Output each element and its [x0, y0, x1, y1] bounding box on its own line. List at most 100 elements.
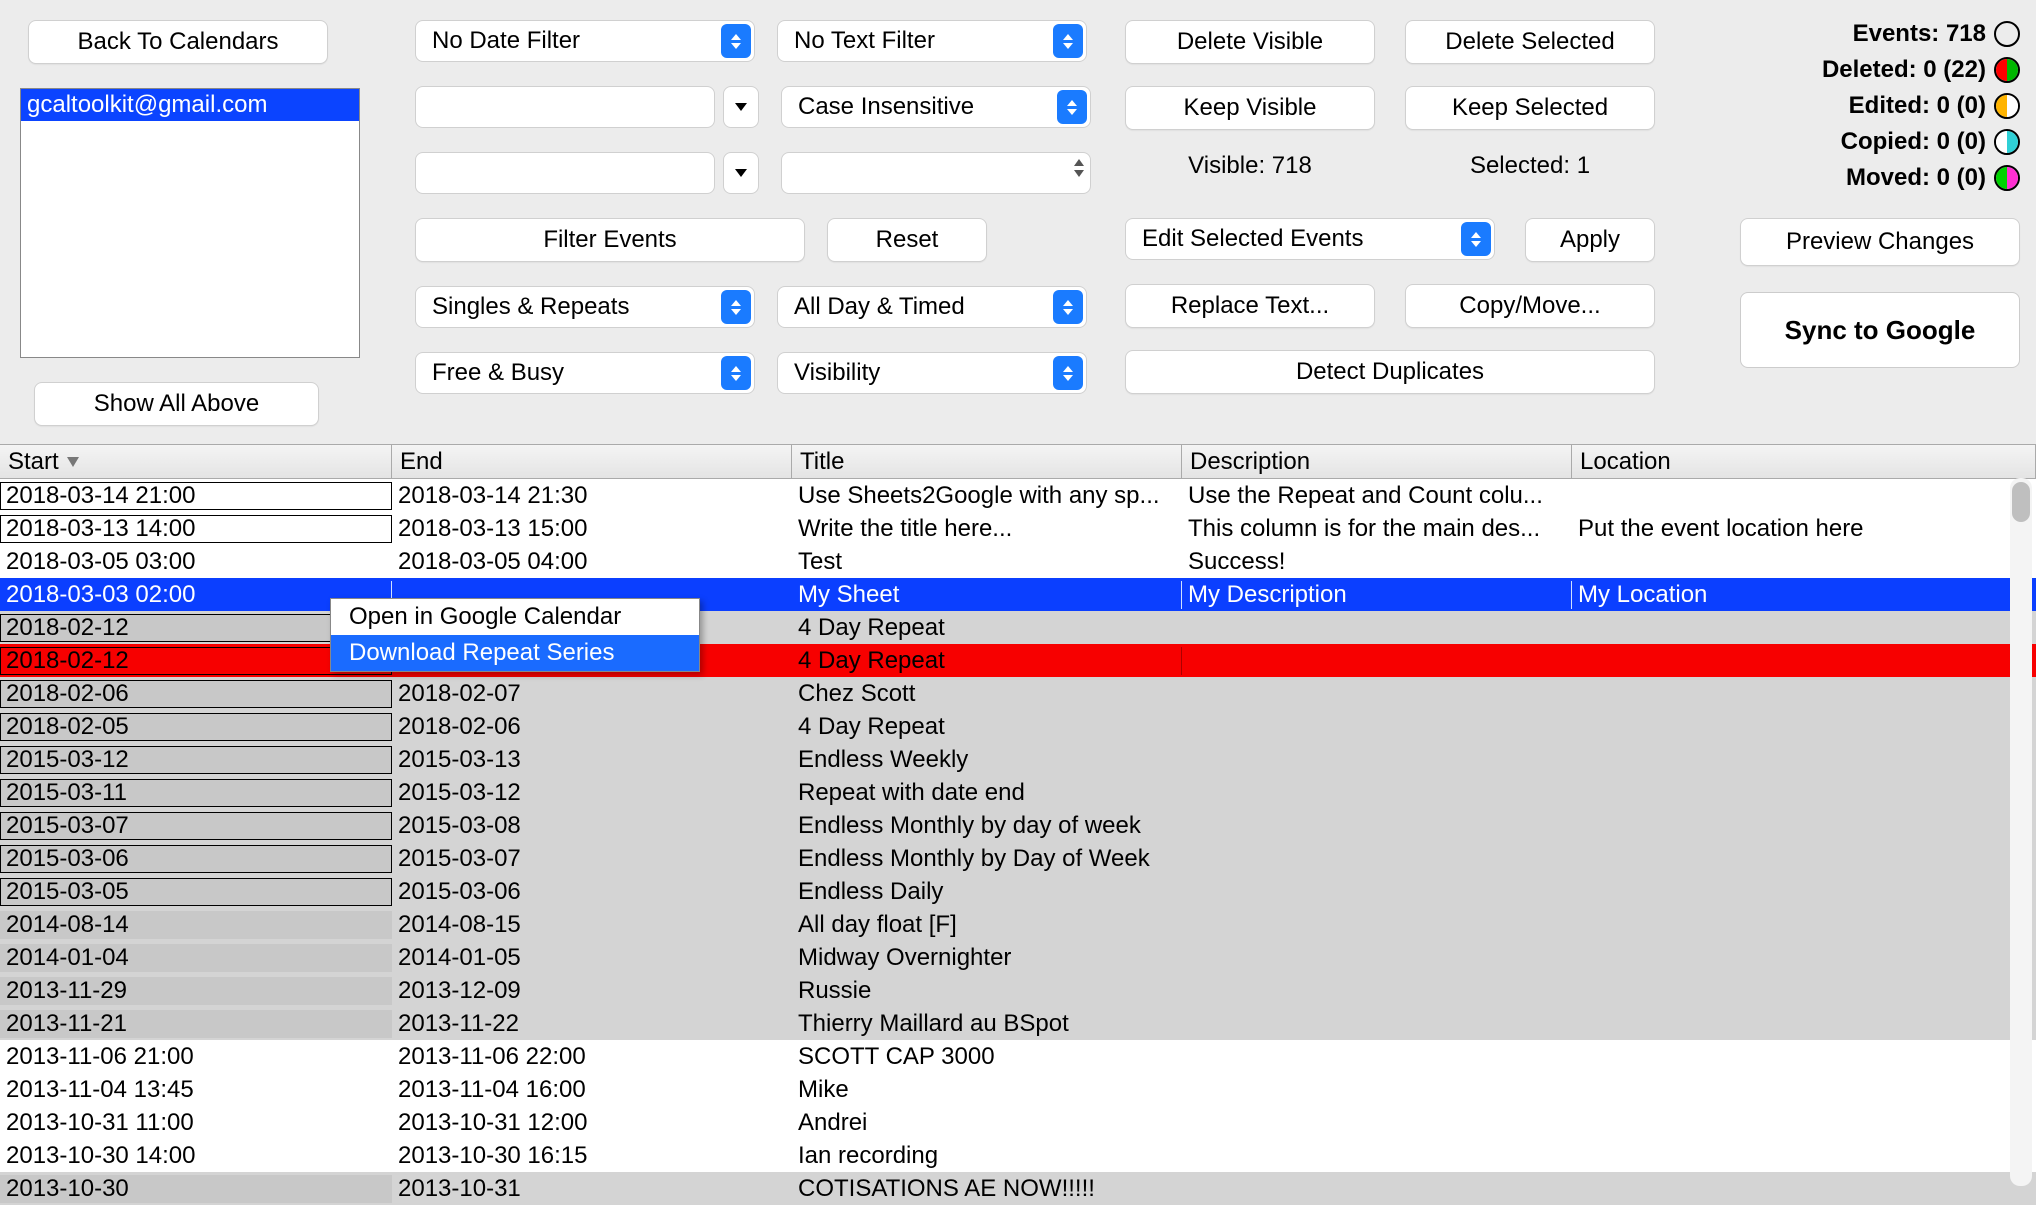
- table-row[interactable]: 2013-10-302013-10-31COTISATIONS AE NOW!!…: [0, 1172, 2036, 1205]
- table-row[interactable]: 2018-03-03 02:00My SheetMy DescriptionMy…: [0, 578, 2036, 611]
- cell-end: 2018-02-07: [392, 680, 792, 708]
- table-row[interactable]: 2014-08-142014-08-15All day float [F]: [0, 908, 2036, 941]
- table-row[interactable]: 2015-03-072015-03-08Endless Monthly by d…: [0, 809, 2036, 842]
- table-row[interactable]: 2015-03-122015-03-13Endless Weekly: [0, 743, 2036, 776]
- account-listbox[interactable]: gcaltoolkit@gmail.com: [20, 88, 360, 358]
- replace-text-button[interactable]: Replace Text...: [1125, 284, 1375, 328]
- chevron-down-icon: [735, 169, 747, 177]
- filter-input-2[interactable]: [415, 152, 715, 194]
- edited-count-label: Edited: 0 (0): [1849, 92, 1986, 120]
- copy-move-button[interactable]: Copy/Move...: [1405, 284, 1655, 328]
- table-row[interactable]: 2018-02-124 Day Repeat: [0, 611, 2036, 644]
- table-row[interactable]: 2018-02-124 Day Repeat: [0, 644, 2036, 677]
- column-header-start[interactable]: Start: [0, 445, 392, 478]
- table-row[interactable]: 2013-11-04 13:452013-11-04 16:00Mike: [0, 1073, 2036, 1106]
- column-header-end[interactable]: End: [392, 445, 792, 478]
- cell-title: Endless Weekly: [792, 746, 1182, 774]
- back-to-calendars-button[interactable]: Back To Calendars: [28, 20, 328, 64]
- date-filter-select[interactable]: No Date Filter: [415, 20, 755, 62]
- table-row[interactable]: 2018-02-052018-02-064 Day Repeat: [0, 710, 2036, 743]
- cell-start: 2013-11-21: [0, 1010, 392, 1038]
- apply-button[interactable]: Apply: [1525, 218, 1655, 262]
- edit-selected-select[interactable]: Edit Selected Events: [1125, 218, 1495, 262]
- table-row[interactable]: 2018-02-062018-02-07Chez Scott: [0, 677, 2036, 710]
- cell-start: 2018-02-06: [0, 680, 392, 708]
- detect-duplicates-button[interactable]: Detect Duplicates: [1125, 350, 1655, 394]
- filter-input-1-dropdown[interactable]: [723, 86, 759, 128]
- cell-title: Andrei: [792, 1109, 1182, 1137]
- cell-title: Write the title here...: [792, 515, 1182, 543]
- table-row[interactable]: 2015-03-052015-03-06Endless Daily: [0, 875, 2036, 908]
- account-email[interactable]: gcaltoolkit@gmail.com: [21, 89, 359, 121]
- chevrons-icon: [1053, 24, 1083, 58]
- table-row[interactable]: 2015-03-112015-03-12Repeat with date end: [0, 776, 2036, 809]
- reset-button[interactable]: Reset: [827, 218, 987, 262]
- context-open-in-gcal[interactable]: Open in Google Calendar: [331, 599, 699, 635]
- table-row[interactable]: 2018-03-05 03:002018-03-05 04:00TestSucc…: [0, 545, 2036, 578]
- cell-end: 2015-03-08: [392, 812, 792, 840]
- visibility-value: Visibility: [794, 359, 880, 387]
- cell-title: Midway Overnighter: [792, 944, 1182, 972]
- date-filter-value: No Date Filter: [432, 27, 580, 55]
- table-row[interactable]: 2013-11-292013-12-09Russie: [0, 974, 2036, 1007]
- cell-end: 2018-03-05 04:00: [392, 548, 792, 576]
- context-download-repeat-series[interactable]: Download Repeat Series: [331, 635, 699, 671]
- cell-start: 2015-03-05: [0, 878, 392, 906]
- edit-selected-value: Edit Selected Events: [1142, 225, 1363, 253]
- keep-selected-button[interactable]: Keep Selected: [1405, 86, 1655, 130]
- column-header-description[interactable]: Description: [1182, 445, 1572, 478]
- table-row[interactable]: 2013-11-06 21:002013-11-06 22:00SCOTT CA…: [0, 1040, 2036, 1073]
- cell-start: 2015-03-11: [0, 779, 392, 807]
- table-row[interactable]: 2018-03-13 14:002018-03-13 15:00Write th…: [0, 512, 2036, 545]
- show-all-above-button[interactable]: Show All Above: [34, 382, 319, 426]
- column-header-location[interactable]: Location: [1572, 445, 2036, 478]
- delete-selected-button[interactable]: Delete Selected: [1405, 20, 1655, 64]
- cell-title: My Sheet: [792, 581, 1182, 609]
- table-row[interactable]: 2015-03-062015-03-07Endless Monthly by D…: [0, 842, 2036, 875]
- table-header-row: Start End Title Description Location: [0, 445, 2036, 479]
- cell-end: 2013-11-06 22:00: [392, 1043, 792, 1071]
- filter-input-1[interactable]: [415, 86, 715, 128]
- cell-title: Use Sheets2Google with any sp...: [792, 482, 1182, 510]
- allday-timed-select[interactable]: All Day & Timed: [777, 286, 1087, 328]
- table-row[interactable]: 2013-10-31 11:002013-10-31 12:00Andrei: [0, 1106, 2036, 1139]
- cell-description: This column is for the main des...: [1182, 515, 1572, 543]
- column-header-title[interactable]: Title: [792, 445, 1182, 478]
- preview-changes-button[interactable]: Preview Changes: [1740, 218, 2020, 266]
- free-busy-value: Free & Busy: [432, 359, 564, 387]
- sync-to-google-button[interactable]: Sync to Google: [1740, 292, 2020, 368]
- singles-repeats-select[interactable]: Singles & Repeats: [415, 286, 755, 328]
- numeric-input[interactable]: [781, 152, 1091, 194]
- vertical-scrollbar[interactable]: [2010, 478, 2032, 1186]
- filter-events-button[interactable]: Filter Events: [415, 218, 805, 262]
- cell-start: 2018-03-14 21:00: [0, 482, 392, 510]
- scrollbar-thumb[interactable]: [2012, 482, 2030, 522]
- delete-visible-button[interactable]: Delete Visible: [1125, 20, 1375, 64]
- filter-input-2-dropdown[interactable]: [723, 152, 759, 194]
- cell-location: My Location: [1572, 581, 2036, 609]
- cell-title: Mike: [792, 1076, 1182, 1104]
- table-row[interactable]: 2013-11-212013-11-22Thierry Maillard au …: [0, 1007, 2036, 1040]
- table-row[interactable]: 2014-01-042014-01-05Midway Overnighter: [0, 941, 2036, 974]
- cell-title: Thierry Maillard au BSpot: [792, 1010, 1182, 1038]
- cell-end: 2013-11-04 16:00: [392, 1076, 792, 1104]
- cell-title: Test: [792, 548, 1182, 576]
- text-filter-select[interactable]: No Text Filter: [777, 20, 1087, 62]
- visibility-select[interactable]: Visibility: [777, 352, 1087, 394]
- keep-visible-button[interactable]: Keep Visible: [1125, 86, 1375, 130]
- visible-count-label: Visible: 718: [1125, 152, 1375, 180]
- table-row[interactable]: 2018-03-14 21:002018-03-14 21:30Use Shee…: [0, 479, 2036, 512]
- cell-description: Use the Repeat and Count colu...: [1182, 482, 1572, 510]
- copied-count-label: Copied: 0 (0): [1841, 128, 1986, 156]
- events-table: Start End Title Description Location 201…: [0, 444, 2036, 1196]
- chevrons-icon: [721, 24, 751, 58]
- moved-status-icon: [1994, 165, 2020, 191]
- cell-end: 2015-03-06: [392, 878, 792, 906]
- table-row[interactable]: 2013-10-30 14:002013-10-30 16:15Ian reco…: [0, 1139, 2036, 1172]
- chevrons-icon: [1057, 90, 1087, 124]
- cell-description: My Description: [1182, 581, 1572, 609]
- cell-end: 2013-10-30 16:15: [392, 1142, 792, 1170]
- case-select[interactable]: Case Insensitive: [781, 86, 1091, 128]
- spinner-icon[interactable]: [1074, 159, 1084, 177]
- free-busy-select[interactable]: Free & Busy: [415, 352, 755, 394]
